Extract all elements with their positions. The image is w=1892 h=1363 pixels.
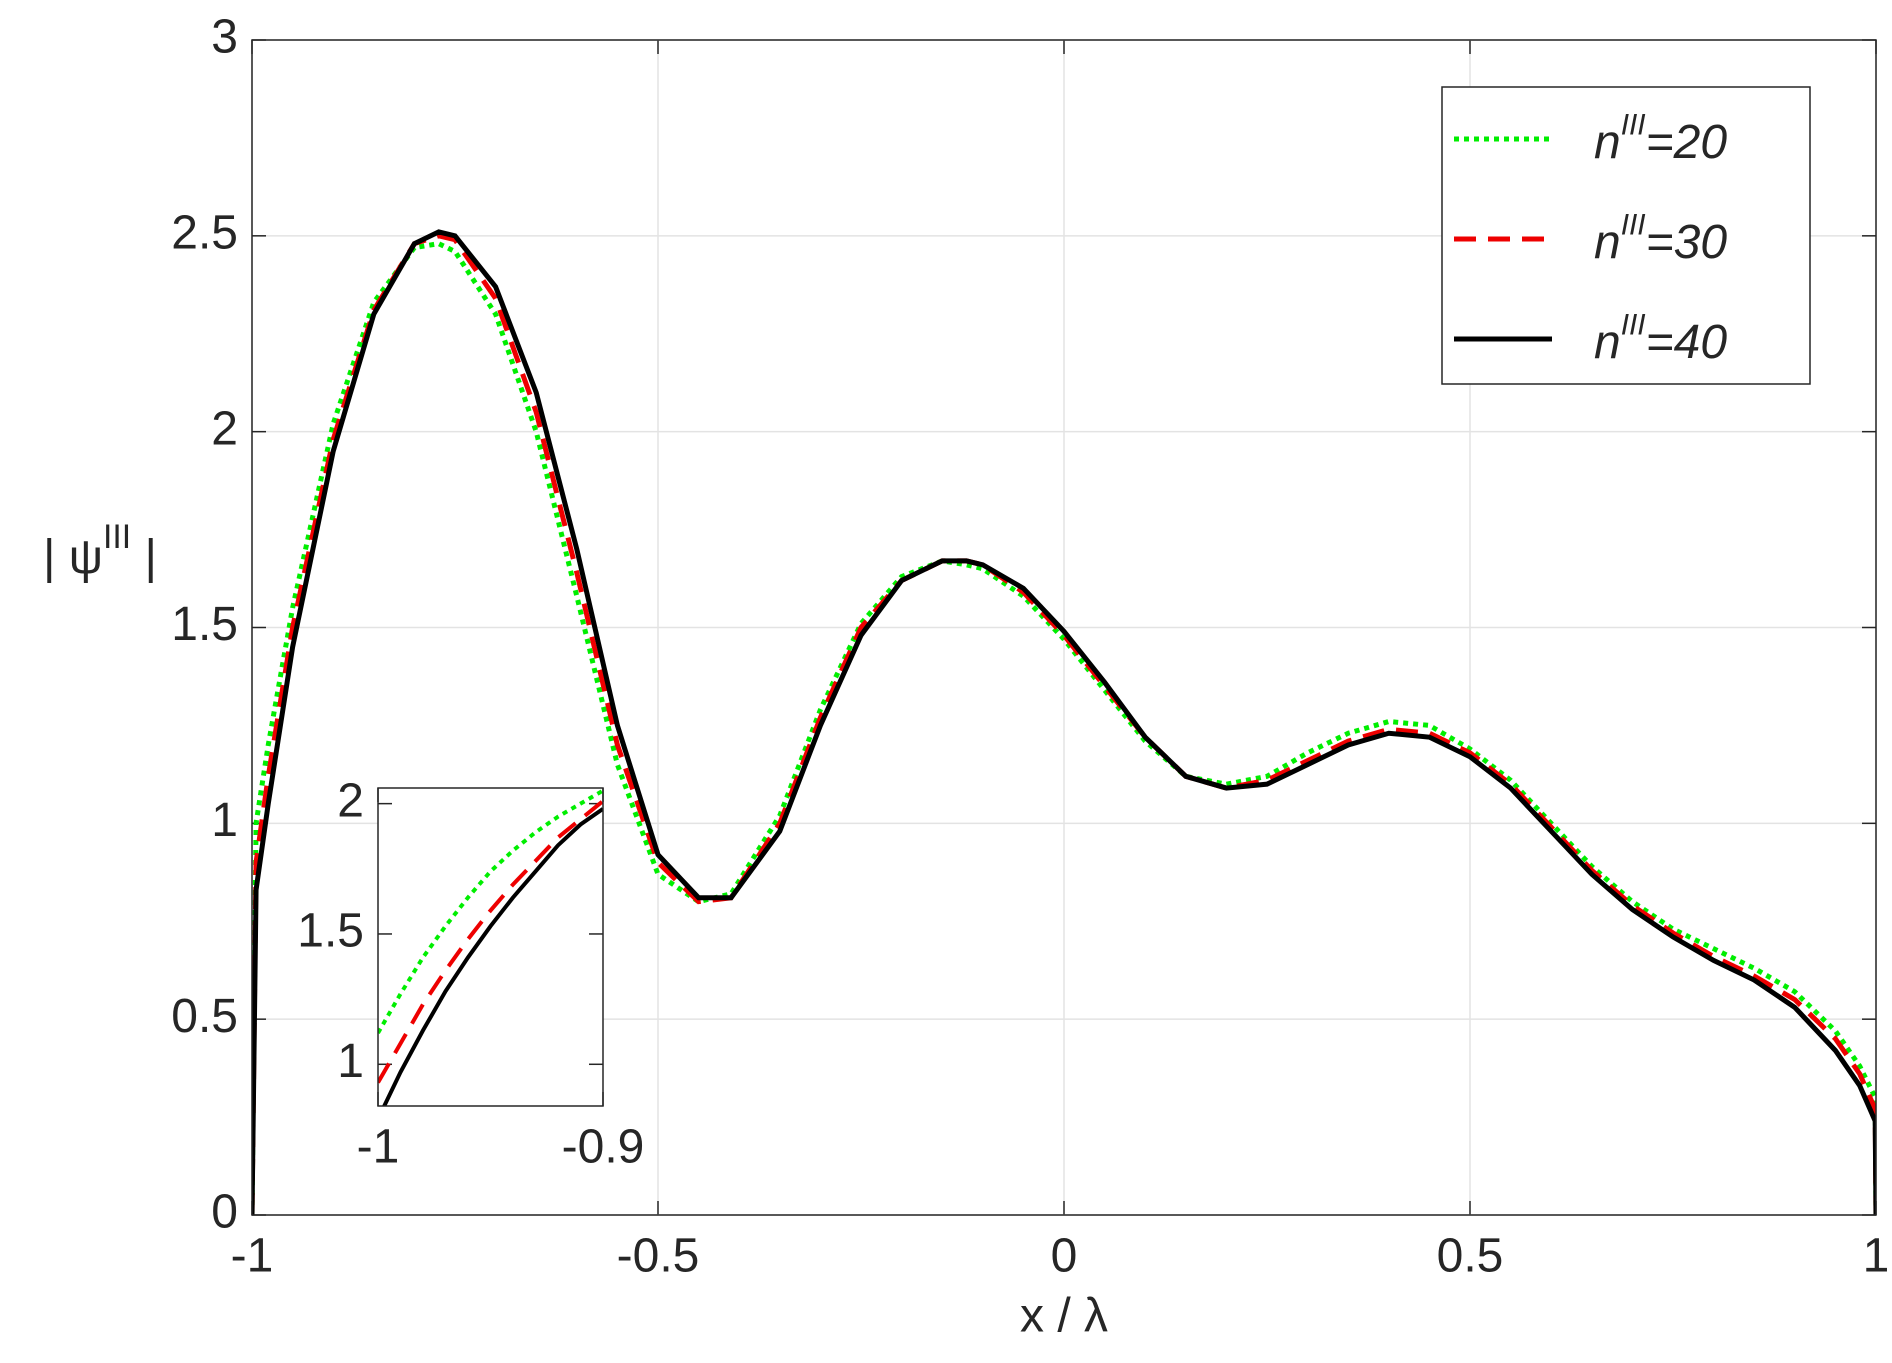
legend-box [1441, 86, 1811, 385]
y-axis-label: | ψIII | [43, 518, 157, 584]
x-tick-label: 1 [1863, 1230, 1890, 1283]
x-tick-label: -1 [231, 1230, 274, 1283]
axes-box [251, 39, 1877, 1216]
legend-label: nIII=40 [1594, 308, 1727, 368]
data-line [252, 241, 1876, 1215]
y-tick-label: 2 [337, 774, 364, 827]
legend-label: nIII=30 [1594, 208, 1727, 268]
y-tick-label: 2 [211, 402, 238, 455]
y-tick-label: 1 [211, 794, 238, 847]
data-line [252, 229, 1876, 1215]
data-line [378, 799, 603, 1084]
y-tick-label: 1 [337, 1035, 364, 1088]
data-line [378, 788, 603, 1035]
x-tick-label: -0.9 [562, 1121, 645, 1174]
x-tick-label: -1 [357, 1121, 400, 1174]
axes-box [377, 787, 604, 1107]
y-tick-label: 3 [211, 11, 238, 64]
y-tick-label: 0 [211, 1186, 238, 1239]
x-tick-label: 0 [1051, 1230, 1078, 1283]
x-axis-label: x / λ [1020, 1290, 1108, 1343]
y-tick-label: 1.5 [297, 905, 364, 958]
x-tick-label: -0.5 [617, 1230, 700, 1283]
data-line [252, 233, 1876, 1215]
y-tick-label: 0.5 [171, 990, 238, 1043]
y-tick-label: 1.5 [171, 598, 238, 651]
plot-lines [252, 229, 1876, 1215]
y-tick-label: 2.5 [171, 207, 238, 260]
x-tick-label: 0.5 [1437, 1230, 1504, 1283]
data-line [382, 807, 603, 1106]
plot-lines [378, 788, 603, 1106]
legend-label: nIII=20 [1594, 108, 1727, 168]
